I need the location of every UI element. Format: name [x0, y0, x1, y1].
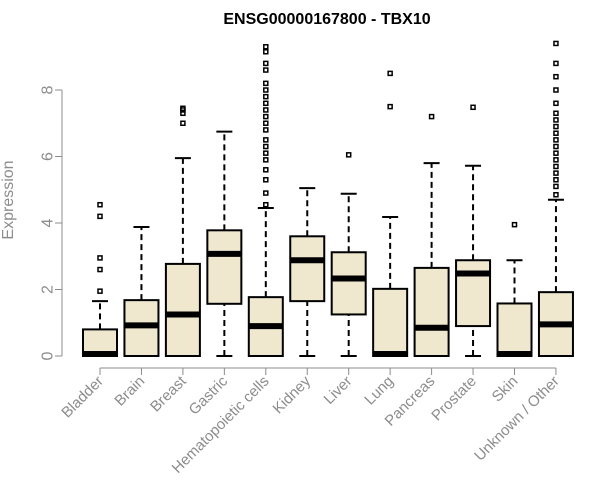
outlier-point — [263, 67, 269, 73]
x-tick-label: Brain — [111, 373, 148, 410]
outlier-point — [263, 120, 269, 126]
outlier-point — [180, 105, 186, 112]
outlier-point — [553, 150, 559, 156]
box-rect — [206, 229, 243, 305]
outlier-point — [97, 288, 103, 294]
outlier-point — [553, 87, 559, 93]
box-group — [247, 44, 284, 357]
outlier-point — [97, 201, 103, 208]
outlier-point — [263, 100, 269, 107]
box-rect — [330, 251, 367, 316]
x-tick-label: Skin — [489, 373, 522, 406]
outlier-point — [553, 73, 559, 80]
outlier-point — [97, 266, 103, 273]
outlier-point — [263, 150, 269, 156]
outlier-point — [263, 167, 269, 173]
outlier-point — [511, 221, 518, 228]
box-group — [82, 201, 118, 357]
outlier-point — [553, 177, 559, 183]
box-rect — [413, 266, 450, 358]
outlier-point — [263, 44, 269, 50]
x-tick-label: Bladder — [58, 373, 107, 422]
outlier-point — [553, 183, 559, 190]
box-rect — [496, 302, 533, 357]
box-group — [496, 221, 533, 357]
outlier-point — [97, 255, 103, 261]
y-tick-label: 6 — [40, 152, 57, 161]
outlier-point — [263, 190, 269, 196]
outlier-point — [470, 104, 476, 111]
outlier-point — [263, 137, 269, 143]
outlier-point — [553, 163, 559, 170]
outlier-point — [553, 60, 559, 67]
outlier-point — [387, 103, 393, 110]
x-tick-label: Liver — [321, 373, 356, 408]
outlier-point — [553, 170, 559, 176]
box-group — [164, 105, 201, 357]
box-group — [330, 152, 367, 357]
outlier-point — [263, 157, 269, 163]
outlier-point — [263, 107, 269, 113]
outlier-point — [263, 177, 269, 183]
box-rect — [372, 287, 409, 357]
box-group — [372, 70, 409, 357]
outlier-point — [263, 60, 269, 67]
x-tick-label: Lung — [361, 373, 397, 409]
outlier-point — [553, 137, 559, 143]
outlier-point — [553, 191, 559, 198]
box-rect — [164, 262, 201, 357]
y-tick-label: 8 — [40, 85, 57, 94]
outlier-point — [97, 213, 103, 220]
box-rect — [455, 259, 492, 328]
outlier-point — [428, 113, 435, 120]
outlier-point — [387, 70, 393, 77]
y-tick-label: 0 — [40, 351, 57, 360]
outlier-point — [553, 110, 559, 117]
outlier-point — [263, 143, 269, 150]
outlier-point — [553, 117, 559, 123]
boxes-group — [82, 40, 574, 358]
outlier-point — [263, 87, 269, 93]
box-group — [206, 130, 243, 357]
outlier-point — [345, 152, 352, 158]
y-tick-label: 4 — [40, 218, 57, 227]
y-axis: 0 2 4 6 8 — [40, 85, 63, 360]
outlier-point — [553, 157, 559, 163]
x-tick-label: Kidney — [270, 372, 315, 417]
outlier-point — [263, 201, 269, 208]
box-group — [413, 113, 450, 358]
outlier-point — [263, 113, 269, 120]
outlier-point — [553, 123, 559, 130]
y-axis-label: Expression — [0, 160, 17, 239]
outlier-point — [553, 100, 559, 107]
outlier-point — [263, 93, 269, 100]
box-group — [455, 104, 492, 357]
outlier-point — [263, 127, 269, 133]
outlier-point — [553, 130, 559, 136]
outlier-point — [180, 120, 186, 126]
outlier-point — [553, 143, 559, 150]
outlier-point — [553, 40, 559, 47]
x-tick-label: Breast — [147, 372, 190, 415]
box-group — [123, 225, 160, 358]
x-tick-label: Prostate — [428, 373, 480, 425]
y-tick-label: 2 — [40, 285, 57, 294]
box-rect — [289, 235, 326, 303]
box-group — [289, 187, 326, 357]
box-group — [537, 40, 574, 358]
outlier-point — [263, 49, 269, 55]
outlier-point — [263, 80, 269, 87]
chart-title: ENSG00000167800 - TBX10 — [223, 11, 430, 28]
